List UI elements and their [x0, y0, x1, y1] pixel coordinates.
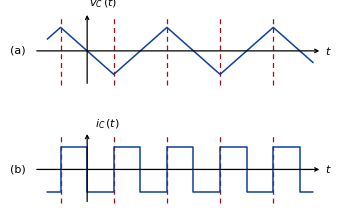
- Text: $t$: $t$: [325, 45, 332, 57]
- Text: $t$: $t$: [325, 163, 332, 175]
- Text: (b): (b): [10, 164, 26, 174]
- Text: $i_C\,(t)$: $i_C\,(t)$: [95, 117, 120, 131]
- Text: (a): (a): [11, 46, 26, 56]
- Text: $v_C\,(t)$: $v_C\,(t)$: [89, 0, 117, 10]
